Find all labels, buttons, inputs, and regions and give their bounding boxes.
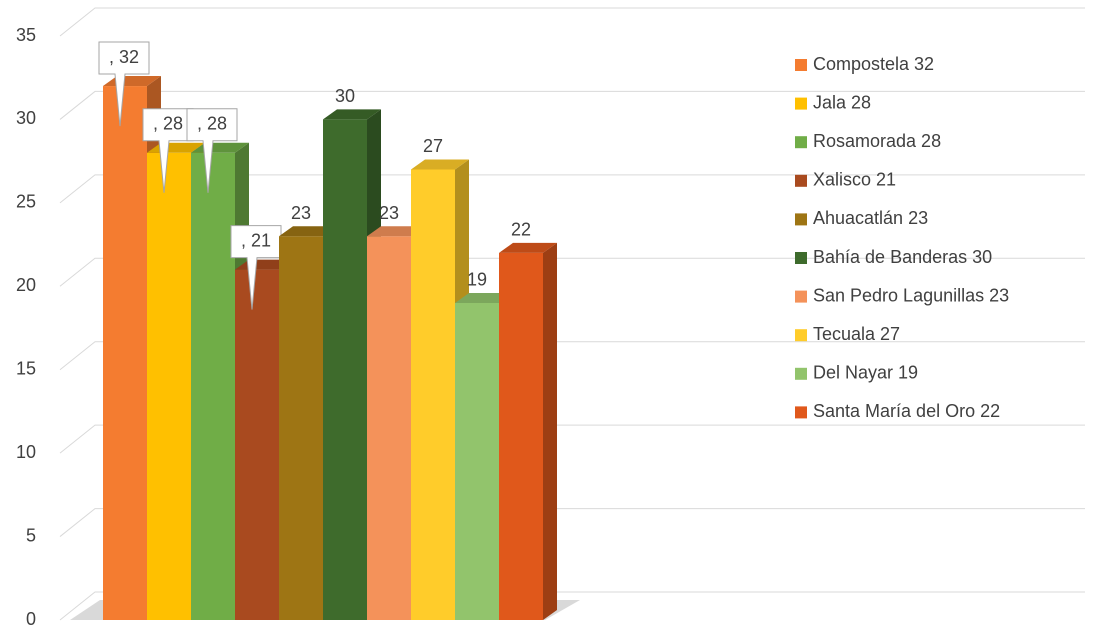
bar-top — [455, 292, 513, 303]
legend-swatch — [795, 213, 807, 226]
data-label: 23 — [291, 203, 311, 223]
legend-label: Compostela 32 — [813, 54, 934, 74]
legend-swatch — [795, 329, 807, 342]
callout — [98, 41, 150, 127]
bar — [499, 252, 543, 620]
bar-top — [279, 226, 337, 237]
y-tick-label: 30 — [16, 108, 36, 128]
bar — [323, 119, 367, 620]
bar — [279, 236, 323, 620]
grid-line — [59, 508, 1085, 537]
bar — [411, 169, 455, 620]
bar-side — [543, 242, 557, 620]
legend-swatch — [795, 290, 807, 303]
bar-top — [499, 242, 557, 253]
legend-swatch — [795, 367, 807, 380]
legend-swatch — [795, 59, 807, 71]
grid-line — [59, 7, 1085, 37]
data-label: 19 — [467, 270, 487, 290]
y-tick-label: 35 — [16, 25, 36, 45]
callout — [230, 225, 282, 310]
y-tick-label: 15 — [16, 358, 36, 378]
y-tick-label: 10 — [16, 442, 36, 462]
bar — [455, 302, 499, 620]
grid-line — [59, 424, 1085, 454]
legend-label: Santa María del Oro 22 — [813, 401, 1000, 421]
legend-swatch — [795, 97, 807, 110]
legend-label: Del Nayar 19 — [813, 363, 918, 383]
data-label: , 32 — [109, 47, 139, 67]
legend-swatch — [795, 406, 807, 419]
bar — [235, 269, 279, 620]
legend-label: Ahuacatlán 23 — [813, 208, 928, 228]
grid-line — [59, 591, 1085, 621]
bar-top — [411, 159, 469, 170]
y-tick-label: 25 — [16, 192, 36, 212]
data-label: , 21 — [241, 230, 271, 250]
data-label: 27 — [423, 136, 443, 156]
bar — [191, 152, 235, 621]
grid-line — [59, 174, 1085, 204]
data-label: 23 — [379, 203, 399, 223]
data-label: , 28 — [153, 114, 183, 134]
bar — [367, 236, 411, 620]
bar — [147, 152, 191, 621]
legend-label: Rosamorada 28 — [813, 131, 941, 151]
data-label: 30 — [335, 86, 355, 106]
grid-line — [59, 90, 1085, 120]
legend-label: San Pedro Lagunillas 23 — [813, 285, 1009, 305]
legend-label: Jala 28 — [813, 92, 871, 112]
bar-top — [367, 226, 425, 237]
y-tick-label: 20 — [16, 275, 36, 295]
data-label: 22 — [511, 220, 531, 240]
data-label: , 28 — [197, 114, 227, 134]
legend-label: Tecuala 27 — [813, 324, 900, 344]
grid-line — [59, 257, 1085, 287]
legend-label: Xalisco 21 — [813, 170, 896, 190]
callout — [186, 108, 238, 193]
bar — [103, 86, 147, 621]
y-tick-label: 5 — [26, 525, 36, 545]
legend-swatch — [795, 174, 807, 187]
y-tick-label: 0 — [26, 609, 36, 629]
bar-top — [323, 109, 381, 120]
legend-swatch — [795, 136, 807, 149]
legend-label: Bahía de Banderas 30 — [813, 247, 992, 267]
legend-swatch — [795, 252, 807, 264]
grid-line — [59, 341, 1085, 371]
